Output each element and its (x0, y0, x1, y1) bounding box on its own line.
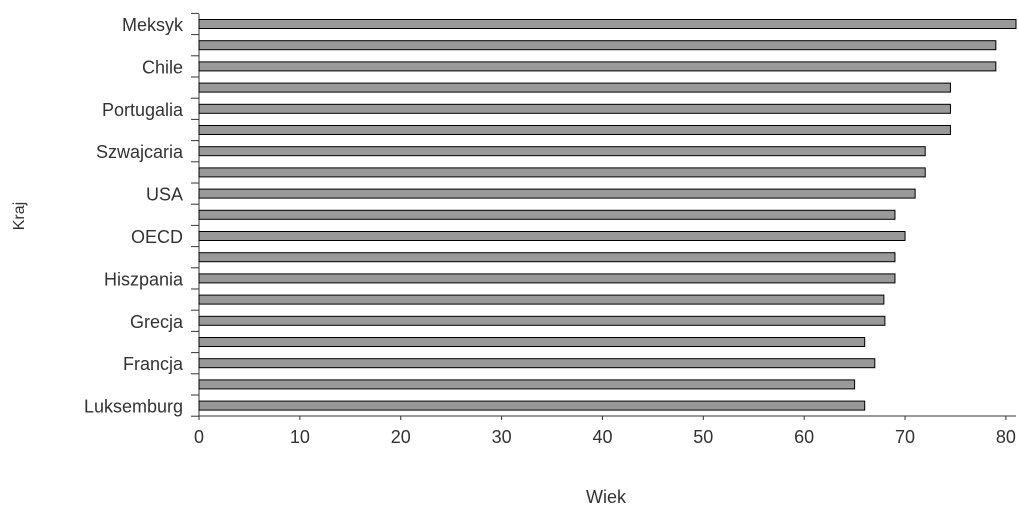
x-tick-label: 10 (290, 427, 310, 447)
x-axis-title: Wiek (586, 487, 627, 507)
y-tick-label: Meksyk (122, 15, 184, 35)
bar (198, 125, 951, 135)
y-tick-label: Grecja (130, 312, 184, 332)
y-tick-label: Hiszpania (104, 269, 184, 289)
bar (198, 167, 926, 178)
x-axis: 0 10 20 30 40 50 60 70 80 (194, 415, 1016, 447)
bar (198, 209, 896, 220)
bar (198, 103, 951, 114)
y-tick-label: Francja (123, 354, 184, 374)
y-axis-title: Kraj (11, 202, 28, 230)
y-tick-label: Luksemburg (84, 397, 183, 417)
y-axis: Meksyk Chile Portugalia Szwajcaria USA OECD Hi… (84, 12, 200, 417)
x-tick-label: 30 (492, 427, 512, 447)
bar (198, 315, 886, 326)
bar (198, 19, 1017, 29)
x-tick-label: 20 (391, 427, 411, 447)
x-tick-label: 80 (996, 427, 1016, 447)
bar (198, 337, 866, 347)
x-tick-label: 60 (794, 427, 814, 447)
y-tick-label: USA (146, 185, 183, 205)
bar (198, 400, 866, 411)
bar (198, 294, 885, 305)
y-tick-label: Portugalia (102, 100, 184, 120)
x-tick-label: 70 (895, 427, 915, 447)
bar (198, 40, 997, 51)
bar (198, 358, 876, 369)
bar (198, 252, 896, 263)
x-tick-label: 50 (693, 427, 713, 447)
bar (198, 231, 906, 241)
y-tick-label: Chile (142, 57, 183, 77)
bar (198, 273, 896, 284)
y-tick-label: Szwajcaria (96, 142, 184, 162)
bars (198, 19, 1017, 411)
x-tick-label: 0 (194, 427, 204, 447)
bar (198, 146, 926, 157)
bar (198, 188, 916, 199)
y-tick-label: OECD (131, 227, 183, 247)
bar (198, 379, 856, 390)
bar (198, 61, 997, 72)
bar (198, 82, 951, 93)
x-tick-label: 40 (592, 427, 612, 447)
